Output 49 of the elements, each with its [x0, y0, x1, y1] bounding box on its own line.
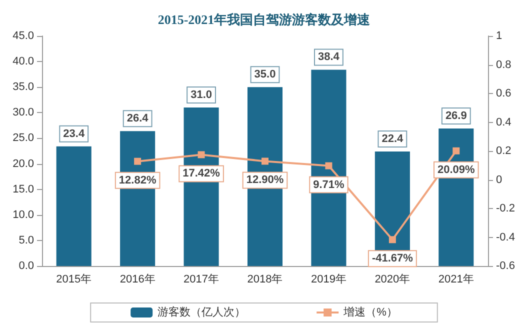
x-tick-label: 2015年: [56, 274, 92, 286]
chart-title: 2015-2021年我国自驾游游客数及增速: [158, 12, 372, 27]
y2-tick-label: 0.2: [496, 145, 512, 157]
data-label: 31.0: [190, 89, 212, 102]
point: [325, 162, 332, 170]
data-label: 22.4: [382, 133, 404, 146]
x-tick-label: 2018年: [247, 274, 283, 286]
data-label: 26.9: [445, 110, 467, 122]
data-label: 17.42%: [182, 168, 220, 180]
point: [198, 151, 205, 158]
y2-tick-label: 1: [496, 30, 502, 42]
point: [262, 158, 268, 165]
y-tick-label: 0.0: [18, 260, 34, 272]
y-tick-label: 30.0: [12, 106, 34, 119]
bar: [56, 146, 92, 266]
x-tick-label: 2016年: [120, 274, 156, 286]
point: [134, 158, 142, 165]
y2-tick-label: 0.4: [496, 116, 512, 128]
data-label: 9.71%: [313, 178, 345, 191]
x-tick-label: 2017年: [184, 274, 220, 286]
y2-tick-label: 0.6: [496, 88, 512, 100]
y-tick-label: 20.0: [12, 158, 34, 170]
y-tick-label: 25.0: [12, 132, 34, 144]
y-tick-label: 35.0: [12, 81, 34, 94]
data-label: 35.0: [254, 68, 276, 81]
point: [388, 236, 396, 244]
y2-tick-label: 0: [496, 174, 502, 186]
y2-tick-label: -0.2: [496, 202, 515, 214]
y2-tick-label: 0.8: [496, 58, 512, 71]
y-tick-label: 15.0: [12, 183, 34, 196]
legend-label: 增速（%）: [342, 306, 398, 318]
data-label: 23.4: [63, 128, 86, 140]
y-tick-label: 45.0: [12, 30, 34, 42]
y2-tick-label: -0.4: [496, 231, 515, 244]
point: [452, 147, 460, 154]
x-tick-label: 2019年: [310, 274, 346, 286]
x-tick-label: 2021年: [438, 274, 474, 286]
legend-label: 游客数（亿人次）: [158, 306, 246, 318]
data-label: 38.4: [318, 51, 340, 64]
data-label: 12.90%: [246, 174, 284, 186]
y-tick-label: 10.0: [12, 208, 34, 221]
y2-tick-label: -0.6: [496, 260, 515, 272]
y-tick-label: 40.0: [12, 56, 34, 68]
data-label: 12.82%: [118, 174, 156, 186]
x-tick-label: 2020年: [374, 274, 410, 286]
y-tick-label: 5.0: [18, 234, 34, 246]
data-label: -41.67%: [372, 252, 414, 265]
data-label: 20.09%: [437, 164, 476, 176]
data-label: 26.4: [126, 112, 150, 125]
